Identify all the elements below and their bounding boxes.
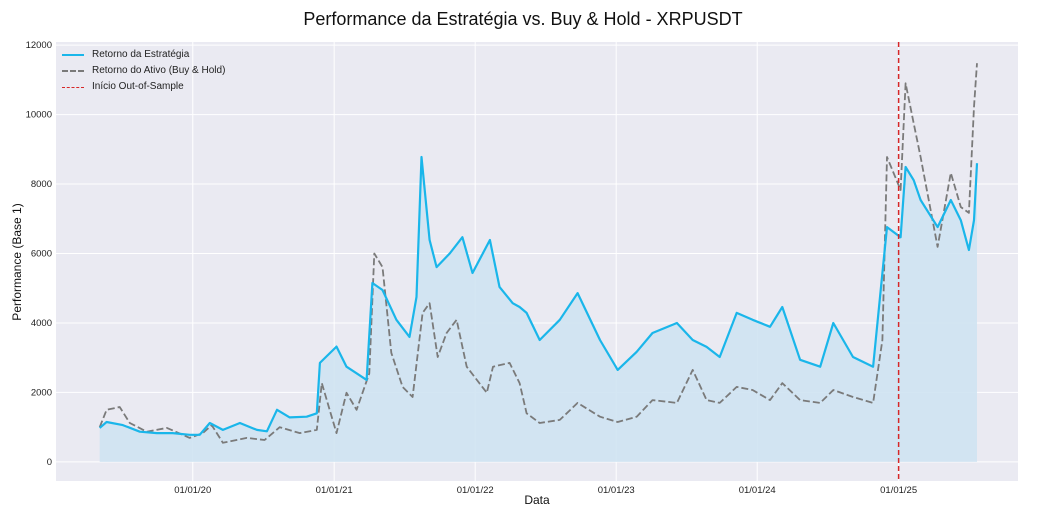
legend-label-buy-hold: Retorno do Ativo (Buy & Hold) bbox=[92, 65, 226, 76]
y-tick-label: 6000 bbox=[31, 249, 52, 260]
buy-hold-line bbox=[98, 63, 978, 444]
y-tick-label: 0 bbox=[47, 457, 52, 468]
x-tick-label: 01/01/22 bbox=[457, 485, 494, 496]
legend-item-strategy: Retorno da Estratégia bbox=[62, 47, 225, 63]
legend-label-strategy: Retorno da Estratégia bbox=[92, 49, 190, 60]
x-tick-label: 01/01/20 bbox=[174, 485, 211, 496]
y-axis-label: Performance (Base 1) bbox=[10, 203, 24, 320]
y-tick-label: 12000 bbox=[26, 40, 52, 51]
legend: Retorno da Estratégia Retorno do Ativo (… bbox=[62, 47, 225, 95]
strategy-line bbox=[98, 155, 979, 436]
legend-swatch-buy-hold bbox=[62, 70, 84, 72]
y-tick-labels: 0 2000 4000 6000 8000 10000 12000 bbox=[26, 40, 52, 468]
x-tick-label: 01/01/24 bbox=[739, 485, 776, 496]
legend-swatch-strategy bbox=[62, 54, 84, 56]
y-tick-label: 8000 bbox=[31, 179, 52, 190]
x-tick-label: 01/01/21 bbox=[316, 485, 353, 496]
y-tick-label: 4000 bbox=[31, 318, 52, 329]
legend-item-buy-hold: Retorno do Ativo (Buy & Hold) bbox=[62, 63, 225, 79]
series-lines bbox=[98, 63, 979, 444]
legend-item-out-of-sample: Início Out-of-Sample bbox=[62, 79, 225, 95]
x-axis-label: Data bbox=[524, 493, 550, 507]
chart-title: Performance da Estratégia vs. Buy & Hold… bbox=[303, 9, 743, 29]
legend-swatch-out-of-sample bbox=[62, 86, 84, 88]
y-tick-label: 2000 bbox=[31, 387, 52, 398]
x-tick-label: 01/01/25 bbox=[880, 485, 917, 496]
x-tick-label: 01/01/23 bbox=[598, 485, 635, 496]
legend-label-out-of-sample: Início Out-of-Sample bbox=[92, 81, 184, 92]
x-tick-labels: 01/01/20 01/01/21 01/01/22 01/01/23 01/01/24… bbox=[174, 485, 917, 496]
y-tick-label: 10000 bbox=[26, 110, 52, 121]
